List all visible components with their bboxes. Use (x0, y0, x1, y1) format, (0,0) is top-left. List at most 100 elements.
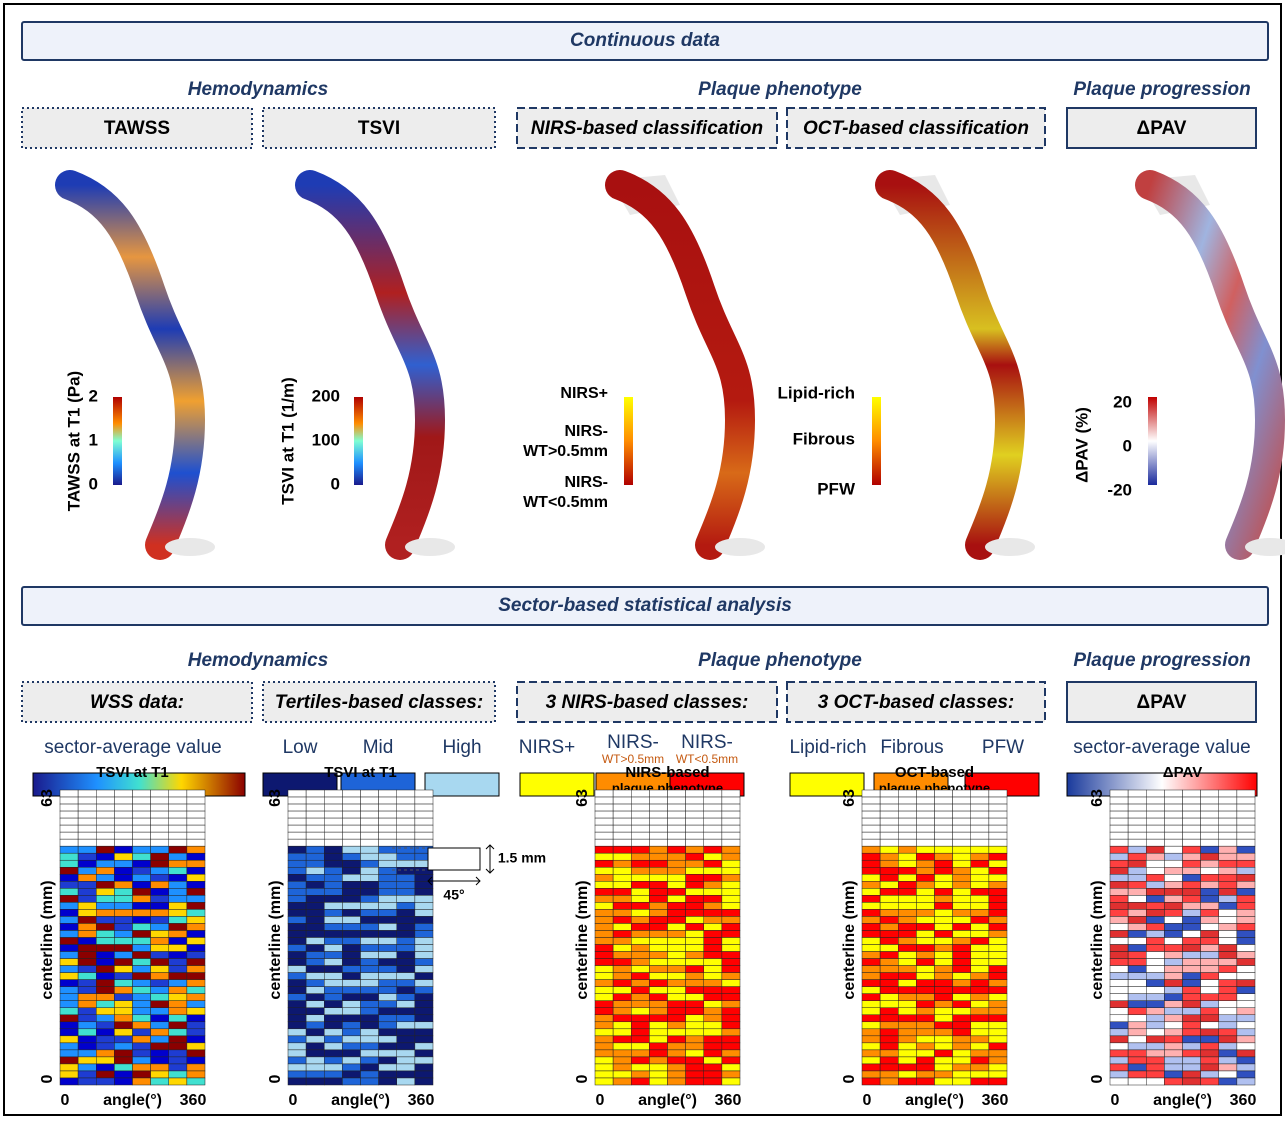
heatmap-cell (378, 1007, 397, 1016)
heatmap-cell (1164, 824, 1183, 833)
heatmap-cell (685, 831, 704, 840)
heatmap-cell (703, 1042, 723, 1051)
heatmap-cell (96, 1007, 115, 1016)
heatmap-cell (414, 1056, 434, 1065)
heatmap-cell (414, 944, 434, 952)
heatmap-cell (934, 867, 953, 875)
heatmap-cell (879, 824, 899, 833)
heatmap-cell (1236, 1042, 1256, 1051)
heatmap-cell (898, 874, 917, 882)
heatmap-cell (342, 937, 361, 945)
heatmap-cell (77, 1042, 97, 1051)
heatmap-cell (970, 979, 990, 987)
heatmap-cell (378, 859, 397, 868)
heatmap-cell (305, 888, 325, 896)
heatmap-cell (1127, 1014, 1147, 1023)
colorbar-label: NIRS- (564, 474, 608, 491)
heatmap-cell (96, 902, 115, 910)
heatmap-cell (898, 979, 917, 987)
heatmap-cell (150, 1000, 169, 1008)
heatmap-cell (396, 810, 416, 819)
heatmap-cell (1146, 867, 1165, 875)
heatmap-cell (305, 986, 325, 994)
heatmap-cell (96, 852, 115, 861)
heatmap-cell (360, 859, 379, 868)
banner (21, 21, 1269, 61)
heatmap-cell (132, 944, 151, 952)
heatmap-cell (970, 1077, 990, 1086)
heatmap-cell (703, 951, 723, 959)
heatmap-cell (1236, 1028, 1256, 1037)
heatmap-cell (1164, 803, 1183, 812)
heatmap-cell (934, 1070, 953, 1079)
heatmap-cell (988, 944, 1008, 952)
heatmap-cell (721, 874, 741, 882)
heatmap-cell (631, 958, 650, 966)
heatmap-cell (77, 789, 97, 798)
heatmap-cell (150, 845, 169, 854)
heatmap-cell (1236, 979, 1256, 987)
heatmap-cell (898, 1007, 917, 1016)
colorbar-label: WT>0.5mm (523, 443, 608, 460)
heatmap-cell (898, 789, 917, 798)
heatmap-cell (1182, 951, 1201, 959)
heatmap-cell (1200, 965, 1219, 973)
heatmap-cell (77, 1056, 97, 1065)
heatmap-cell (168, 937, 188, 945)
y-axis-label: centerline (mm) (574, 880, 591, 999)
y-axis-label: centerline (mm) (841, 880, 858, 999)
heatmap-cell (594, 1063, 614, 1072)
heatmap-cell (150, 789, 169, 798)
heatmap-cell (77, 916, 97, 924)
heatmap-cell (186, 972, 206, 980)
heatmap-cell (631, 810, 650, 819)
heatmap-cell (594, 923, 614, 931)
heatmap-cell (114, 838, 133, 847)
heatmap-cell (631, 867, 650, 875)
heatmap-cell (612, 1028, 632, 1037)
heatmap-cell (970, 902, 990, 910)
heatmap-cell (96, 1070, 115, 1079)
heatmap-cell (186, 902, 206, 910)
heatmap-cell (150, 824, 169, 833)
heatmap-cell (1164, 1063, 1183, 1072)
heatmap-cell (721, 803, 741, 812)
heatmap-cell (1182, 796, 1201, 805)
heatmap-cell (879, 902, 899, 910)
heatmap-title: ΔPAV (1163, 764, 1202, 781)
heatmap-cell (594, 888, 614, 896)
heatmap-cell (1200, 979, 1219, 987)
heatmap-cell (612, 803, 632, 812)
heatmap-cell (287, 1063, 307, 1072)
heatmap-cell (721, 902, 741, 910)
heatmap-cell (649, 1014, 668, 1023)
heatmap-cell (721, 796, 741, 805)
heatmap-cell (667, 965, 686, 973)
heatmap-cell (77, 838, 97, 847)
heatmap-cell (287, 796, 307, 805)
heatmap-cell (360, 958, 379, 966)
heatmap-cell (916, 1021, 935, 1030)
heatmap-cell (114, 1042, 133, 1051)
heatmap-cell (1236, 958, 1256, 966)
heatmap-cell (396, 867, 416, 875)
heatmap-cell (150, 930, 169, 938)
heatmap-cell (952, 838, 971, 847)
heatmap-cell (414, 1070, 434, 1079)
artery-branch (1245, 538, 1285, 556)
heatmap-cell (721, 930, 741, 938)
heatmap-cell (1164, 1077, 1183, 1086)
heatmap-cell (649, 1056, 668, 1065)
heatmap-cell (1236, 986, 1256, 994)
heatmap-cell (324, 1063, 343, 1072)
heatmap-cell (77, 852, 97, 861)
heatmap-cell (1200, 902, 1219, 910)
heatmap-cell (96, 1028, 115, 1037)
heatmap-cell (916, 852, 935, 861)
group-header: Plaque phenotype (698, 79, 862, 100)
heatmap-cell (132, 810, 151, 819)
heatmap-cell (1200, 838, 1219, 847)
heatmap-cell (1218, 916, 1238, 924)
heatmap-cell (1127, 859, 1147, 868)
heatmap-cell (1164, 902, 1183, 910)
